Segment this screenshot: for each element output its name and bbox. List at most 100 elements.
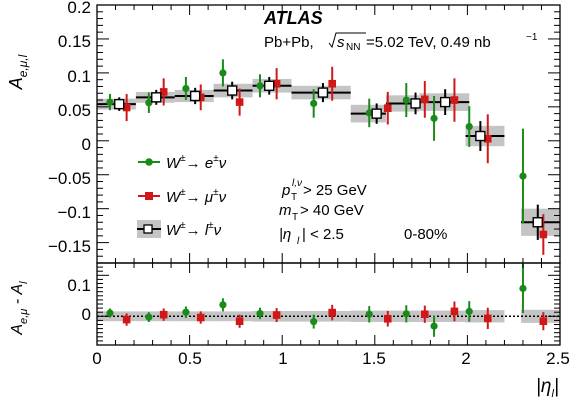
- diff-point: [310, 318, 318, 326]
- diff-point: [272, 311, 281, 319]
- x-tick-label: 1: [278, 349, 287, 368]
- y-tick-label-top: 0: [82, 135, 91, 154]
- svg-text:l,ν: l,ν: [292, 178, 302, 189]
- diff-point: [365, 310, 373, 318]
- svg-text:W±→ e±ν: W±→ e±ν: [166, 153, 227, 172]
- top-panel: [97, 59, 560, 255]
- y-tick-label-top: −0.15: [48, 237, 91, 256]
- x-tick-label: 0.5: [178, 349, 202, 368]
- svg-text:W±→ μ±ν: W±→ μ±ν: [166, 187, 227, 206]
- data-point: [421, 95, 429, 104]
- svg-text:|η: |η: [279, 226, 291, 243]
- bottom-syst-band: [521, 309, 560, 323]
- data-point: [465, 122, 473, 131]
- bottom-panel: [97, 263, 560, 337]
- data-point: [235, 98, 244, 106]
- svg-text:m: m: [279, 202, 292, 219]
- diff-point: [106, 309, 114, 317]
- y-tick-label-top: 0.1: [67, 67, 91, 86]
- data-point: [483, 134, 492, 143]
- svg-text:T: T: [291, 192, 297, 203]
- bottom-syst-band: [135, 311, 175, 322]
- diff-point: [182, 308, 190, 316]
- svg-text:Pb+Pb,: Pb+Pb,: [264, 34, 314, 51]
- axis-ticks: [96, 4, 561, 346]
- combined-point: [410, 98, 421, 109]
- data-point: [182, 84, 190, 93]
- legend: W±→ e±ν W±→ μ±ν W±→ l±ν: [137, 153, 227, 239]
- diff-point: [328, 308, 337, 317]
- data-point: [310, 99, 318, 108]
- bottom-panel-frame: [96, 262, 561, 346]
- combined-point: [532, 217, 543, 228]
- combined-point: [475, 130, 486, 142]
- cut-annotations: p l,ν T > 25 GeV m T > 40 GeV |η l | < 2…: [279, 178, 447, 247]
- svg-text:p: p: [281, 182, 290, 199]
- data-point: [159, 88, 168, 96]
- combined-point: [114, 98, 125, 110]
- data-point: [430, 114, 438, 122]
- data-point: [328, 79, 337, 88]
- diff-point: [519, 284, 527, 293]
- diff-point: [196, 313, 205, 322]
- y-tick-label-bottom: 0.1: [67, 276, 91, 295]
- y-tick-label-bottom: 0: [82, 305, 91, 324]
- diff-point: [402, 310, 410, 318]
- y-tick-label-top: 0.15: [58, 32, 91, 51]
- bottom-syst-band: [97, 311, 136, 322]
- legend-entry-lepton: W±→ l±ν: [137, 220, 222, 239]
- combined-point: [264, 80, 275, 91]
- diff-point: [450, 307, 459, 316]
- svg-text:s: s: [337, 34, 345, 51]
- diff-point: [159, 310, 168, 319]
- y-tick-label-top: −0.05: [48, 169, 91, 188]
- diff-point: [235, 317, 244, 326]
- svg-text:| < 2.5: | < 2.5: [302, 226, 344, 243]
- x-tick-label: 1.5: [362, 349, 386, 368]
- svg-text:l: l: [297, 236, 300, 247]
- data-point: [256, 82, 264, 90]
- svg-text:> 25 GeV: > 25 GeV: [303, 182, 367, 199]
- combined-point: [151, 92, 162, 103]
- data-point: [365, 109, 373, 117]
- svg-text:W±→ l±ν: W±→ l±ν: [166, 220, 222, 239]
- x-axis-title: |ηl|: [536, 376, 559, 400]
- diff-point: [256, 309, 264, 318]
- data-point: [402, 96, 410, 104]
- bottom-syst-band: [252, 310, 292, 322]
- y-tick-label-top: 0.2: [67, 0, 91, 17]
- y-axis-title-bottom: Ae,μ - Al: [9, 281, 30, 336]
- data-point: [383, 104, 392, 112]
- svg-text:NN: NN: [346, 42, 360, 53]
- energy-annotation: Pb+Pb, s NN =5.02 TeV, 0.49 nb −1: [264, 32, 538, 53]
- diff-point: [122, 315, 131, 324]
- svg-text:=5.02 TeV, 0.49 nb: =5.02 TeV, 0.49 nb: [366, 34, 491, 51]
- diff-point: [430, 322, 438, 330]
- y-axis-title-top: Ae,μ,l: [6, 54, 30, 90]
- combined-point: [371, 108, 382, 119]
- bottom-syst-band: [419, 310, 470, 323]
- atlas-label: ATLAS: [263, 8, 323, 28]
- data-point: [539, 230, 548, 239]
- svg-text:T: T: [292, 212, 298, 223]
- legend-entry-electron: W±→ e±ν: [138, 153, 227, 172]
- data-point: [519, 172, 527, 180]
- diff-point: [483, 314, 492, 323]
- diff-point: [539, 317, 548, 326]
- diff-point: [383, 314, 392, 323]
- svg-text:−1: −1: [526, 32, 538, 43]
- data-point: [196, 93, 205, 102]
- data-point: [219, 69, 227, 77]
- diff-point: [219, 301, 227, 309]
- y-tick-label-top: −0.1: [57, 203, 91, 222]
- x-tick-label: 2: [461, 349, 470, 368]
- diff-point: [465, 307, 473, 315]
- svg-text:0-80%: 0-80%: [404, 226, 447, 243]
- combined-point: [439, 96, 451, 108]
- data-point: [106, 98, 114, 106]
- combined-point: [226, 85, 238, 96]
- combined-point: [189, 90, 201, 102]
- y-tick-label-top: 0.05: [58, 101, 91, 120]
- x-tick-label: 2.5: [546, 349, 570, 368]
